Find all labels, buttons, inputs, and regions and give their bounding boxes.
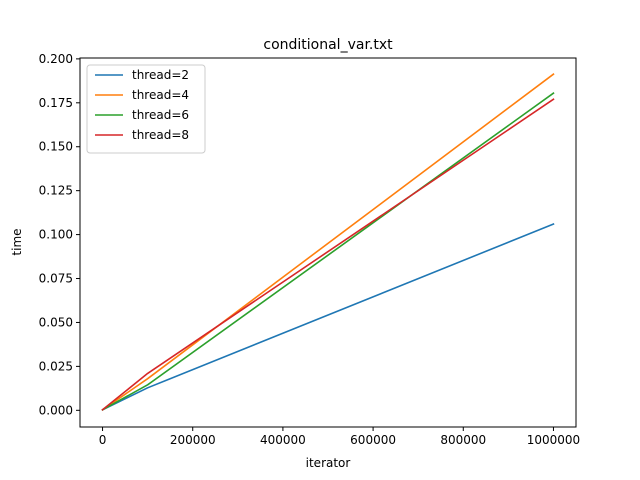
y-axis-label: time <box>10 228 24 255</box>
x-tick-label: 1000000 <box>527 433 580 447</box>
x-tick-label: 400000 <box>260 433 306 447</box>
x-tick-label: 200000 <box>170 433 216 447</box>
x-tick-label: 600000 <box>350 433 396 447</box>
y-tick-label: 0.125 <box>39 184 73 198</box>
x-tick-label: 800000 <box>440 433 486 447</box>
legend-label: thread=2 <box>132 68 189 82</box>
y-tick-label: 0.075 <box>39 272 73 286</box>
y-tick-label: 0.000 <box>39 403 73 417</box>
chart-title: conditional_var.txt <box>263 37 393 53</box>
x-tick-label: 0 <box>99 433 107 447</box>
y-tick-label: 0.150 <box>39 140 73 154</box>
legend-label: thread=8 <box>132 128 189 142</box>
legend-label: thread=6 <box>132 108 189 122</box>
x-axis-label: iterator <box>306 456 351 470</box>
y-tick-label: 0.050 <box>39 315 73 329</box>
y-tick-label: 0.100 <box>39 228 73 242</box>
legend-label: thread=4 <box>132 88 189 102</box>
legend: thread=2 thread=4 thread=6 thread=8 <box>87 65 205 153</box>
y-tick-label: 0.200 <box>39 52 73 66</box>
y-tick-label: 0.025 <box>39 359 73 373</box>
y-tick-label: 0.175 <box>39 96 73 110</box>
